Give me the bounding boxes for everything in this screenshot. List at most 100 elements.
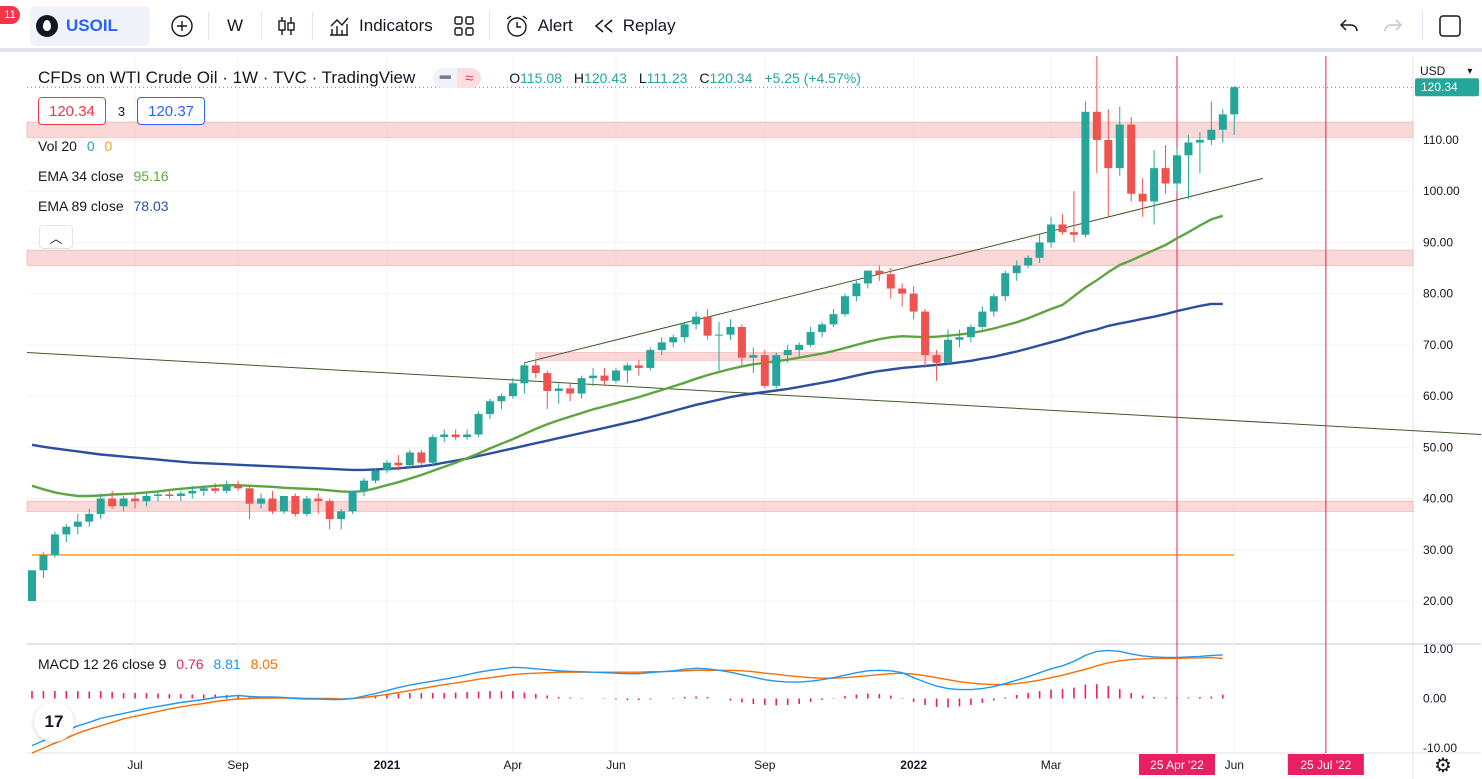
price-tick-label: 20.00 xyxy=(1423,594,1453,608)
candle-body xyxy=(955,337,964,340)
notification-badge[interactable]: 11 xyxy=(0,6,20,24)
candle-body xyxy=(1058,224,1067,233)
price-tick-label: 50.00 xyxy=(1423,440,1453,454)
candle-body xyxy=(829,314,838,325)
divider xyxy=(312,12,314,40)
collapse-legend-button[interactable]: ︿ xyxy=(39,225,73,249)
undo-button[interactable] xyxy=(1328,6,1370,46)
candle-body xyxy=(131,498,140,502)
candle-body xyxy=(50,534,59,555)
candle-body xyxy=(245,488,254,504)
candle-body xyxy=(760,355,769,386)
spread-value: 3 xyxy=(117,103,126,119)
candle-body xyxy=(852,283,861,297)
time-tick-label: 2022 xyxy=(900,758,927,772)
compare-symbol-button[interactable] xyxy=(160,6,204,46)
candle-body xyxy=(932,355,941,363)
ema34-legend[interactable]: EMA 34 close 95.16 xyxy=(38,168,169,184)
chart-type-button[interactable] xyxy=(266,6,308,46)
interval-button[interactable]: W xyxy=(227,16,244,35)
time-tick-label: 2021 xyxy=(374,758,401,772)
candle-body xyxy=(1024,257,1033,266)
chart-canvas[interactable]: 110.00 100.00 90.00 80.00 70.00 60.00 50.00 40.… xyxy=(0,56,1482,779)
candle-body xyxy=(314,498,323,502)
candle-body xyxy=(337,511,346,520)
gear-icon[interactable]: ⚙ xyxy=(1434,755,1452,777)
chart-status-pill[interactable]: ━ ≈ xyxy=(433,68,482,88)
candle-body xyxy=(39,554,48,571)
macd-legend[interactable]: MACD 12 26 close 9 0.76 8.81 8.05 xyxy=(38,656,278,672)
candle-body xyxy=(428,437,437,463)
candle-body xyxy=(463,434,472,438)
layouts-button[interactable] xyxy=(443,6,485,46)
candle-body xyxy=(1230,87,1239,115)
candle-body xyxy=(543,373,552,391)
candle-body xyxy=(1069,232,1078,235)
divider xyxy=(208,12,209,40)
price-tick-label: 30.00 xyxy=(1423,543,1453,557)
candle-body xyxy=(966,326,975,338)
macd-line xyxy=(31,649,1223,747)
macd-tick-label: 0.00 xyxy=(1423,692,1447,706)
candle-body xyxy=(394,462,403,466)
divider xyxy=(1422,12,1423,40)
candle-body xyxy=(978,311,987,327)
ema89-legend[interactable]: EMA 89 close 78.03 xyxy=(38,198,169,214)
candle-body xyxy=(73,521,82,527)
candle-body xyxy=(1207,129,1216,140)
candle-body xyxy=(176,493,185,496)
candle-body xyxy=(783,350,792,356)
time-tick-label: Apr xyxy=(504,758,523,772)
volume-legend[interactable]: Vol 20 0 0 xyxy=(38,138,112,154)
macd-signal-value: 8.05 xyxy=(250,656,278,672)
candle-body xyxy=(680,324,689,338)
candle-body xyxy=(520,365,529,384)
divider xyxy=(488,12,490,40)
candle-body xyxy=(726,326,735,335)
symbol-search-button[interactable]: USOIL xyxy=(30,6,150,46)
fullscreen-button[interactable] xyxy=(1428,6,1472,46)
volume-label: Vol 20 xyxy=(38,138,77,154)
sell-button[interactable]: 120.34 xyxy=(38,97,106,125)
indicators-icon xyxy=(330,17,349,36)
candle-body xyxy=(531,365,540,374)
candle-body xyxy=(1092,111,1101,140)
indicators-button[interactable]: Indicators xyxy=(317,6,443,46)
rewind-icon xyxy=(594,19,613,33)
date-marker-badge xyxy=(1139,754,1215,775)
candle-body xyxy=(199,488,208,491)
redo-button[interactable] xyxy=(1372,6,1414,46)
candle-body xyxy=(497,396,506,402)
candle-body xyxy=(1173,155,1181,184)
candle-body xyxy=(703,316,712,336)
candle-body xyxy=(153,494,162,496)
close-value: 120.34 xyxy=(709,70,753,86)
candle-body xyxy=(1138,193,1147,202)
ema34-value: 95.16 xyxy=(133,168,169,184)
candle-body xyxy=(944,339,952,363)
candle-body xyxy=(222,485,231,491)
candle-body xyxy=(165,494,174,496)
price-tick-label: 100.00 xyxy=(1423,184,1460,198)
high-value: 120.43 xyxy=(584,70,627,86)
currency-selector[interactable]: USD ▾ xyxy=(1420,64,1472,78)
macd-value: 8.81 xyxy=(213,656,241,672)
tradingview-logo-icon[interactable]: 17 xyxy=(34,702,74,742)
buy-button[interactable]: 120.37 xyxy=(137,97,206,125)
symbol-name: USOIL xyxy=(66,16,118,35)
time-tick-label: Jul xyxy=(127,758,142,772)
candle-body xyxy=(909,293,918,312)
volume-value-1: 0 xyxy=(86,138,95,154)
price-tick-label: 110.00 xyxy=(1423,133,1459,147)
last-price-tag xyxy=(1415,78,1479,97)
chart-background xyxy=(0,56,1482,779)
candle-body xyxy=(554,388,563,391)
date-marker-badge xyxy=(1287,754,1364,775)
macd-label: MACD 12 26 close 9 xyxy=(38,656,167,672)
price-tick-label: 70.00 xyxy=(1423,338,1453,352)
alert-button[interactable]: Alert xyxy=(494,6,583,46)
replay-button[interactable]: Replay xyxy=(583,6,686,46)
ema89-value: 78.03 xyxy=(133,198,169,214)
candle-body xyxy=(325,501,334,520)
candle-body xyxy=(451,434,460,438)
